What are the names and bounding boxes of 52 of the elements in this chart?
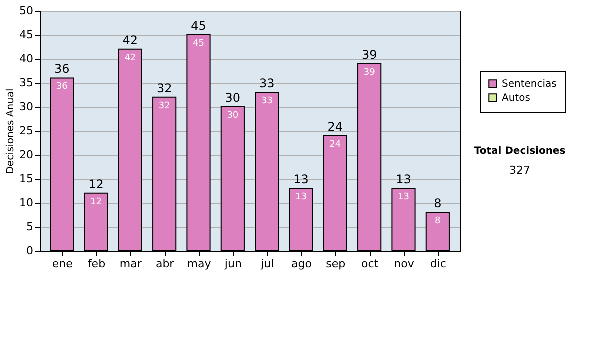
y-tick-label: 25 (20, 124, 34, 138)
x-tick-label: sep (326, 258, 346, 270)
x-tick-label: ago (292, 258, 312, 270)
y-tick-label: 35 (20, 76, 34, 90)
total-label: 30 (225, 91, 241, 105)
y-tick-label: 50 (20, 4, 34, 18)
x-tick-label: dic (430, 258, 446, 270)
text: Total Decisiones (474, 146, 566, 157)
total-label: 39 (362, 48, 378, 62)
data-label: 12 (90, 197, 102, 208)
x-tick-label: jun (224, 258, 242, 270)
y-tick-label: 20 (20, 148, 34, 162)
data-label: 13 (296, 192, 307, 203)
total-label: 8 (434, 196, 442, 211)
y-tick-label: 0 (26, 244, 34, 258)
total-label: 12 (88, 177, 104, 192)
y-tick-label: 45 (20, 28, 34, 42)
total-label: 33 (259, 76, 275, 91)
data-label: 30 (227, 111, 239, 121)
data-label: 39 (364, 68, 376, 78)
data-label: 36 (56, 82, 68, 92)
data-label: 13 (398, 192, 410, 203)
data-label: 42 (124, 53, 136, 64)
total-label: 32 (156, 81, 172, 96)
total-label: 13 (396, 172, 412, 187)
data-label: 24 (330, 140, 342, 150)
total-label: 45 (191, 19, 206, 33)
data-label: 8 (435, 216, 442, 227)
x-tick-label: oct (362, 258, 380, 270)
y-tick-label: 40 (20, 52, 34, 66)
x-tick-label: abr (156, 258, 175, 270)
x-tick-label: nov (394, 258, 415, 270)
total-label: 24 (328, 120, 344, 134)
total-label: 36 (54, 62, 70, 76)
x-tick-label: jul (260, 258, 274, 270)
data-label: 45 (193, 39, 204, 49)
text: 327 (510, 164, 530, 177)
x-tick-label: may (187, 258, 212, 270)
y-axis-title: Decisiones Anual (6, 88, 17, 174)
y-tick-label: 10 (20, 196, 34, 210)
legend-label: Autos (502, 93, 530, 104)
x-tick-label: mar (120, 258, 142, 270)
data-label: 33 (261, 96, 273, 107)
legend-label: Sentencias (502, 79, 557, 90)
y-tick-label: 30 (20, 100, 34, 114)
data-label: 32 (158, 101, 170, 112)
x-tick-label: feb (88, 258, 106, 270)
total-label: 42 (122, 33, 138, 48)
x-tick-label: ene (52, 258, 74, 270)
total-label: 13 (294, 172, 309, 187)
y-tick-label: 5 (26, 220, 34, 234)
y-tick-label: 15 (20, 172, 34, 186)
